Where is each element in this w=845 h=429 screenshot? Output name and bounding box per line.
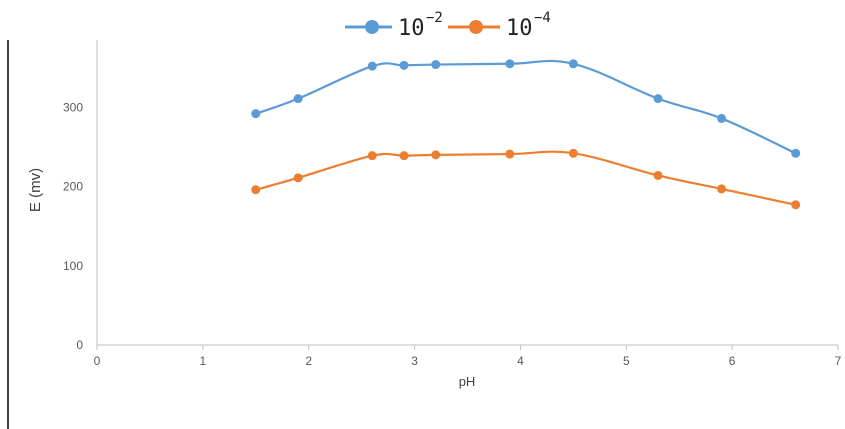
legend-marker-series-1: [365, 20, 379, 34]
y-tick-label: 200: [63, 180, 83, 194]
series-2-point: [791, 200, 801, 210]
series-1-point: [505, 59, 515, 69]
series-2-point: [505, 149, 515, 159]
series-1-point: [791, 148, 801, 158]
legend-item-series-2: 10 −4: [448, 10, 551, 41]
y-axis-title: E (mv): [27, 168, 44, 212]
legend-exponent-series-2: −4: [534, 10, 551, 26]
y-tick-label: 300: [63, 100, 83, 114]
series-1-line: [255, 59, 797, 155]
legend-label-series-1: 10: [398, 16, 425, 41]
x-axis-title: pH: [459, 374, 476, 389]
series-2-point: [717, 184, 727, 194]
legend-item-series-1: 10 −2: [345, 10, 443, 41]
y-tick-labels: 0 100 200 300: [63, 100, 83, 352]
series-2-point: [399, 151, 409, 161]
series-1-point: [399, 60, 409, 70]
series-2-point: [367, 151, 377, 161]
x-tick-label: 0: [94, 354, 101, 368]
y-tick-label: 0: [76, 338, 83, 352]
x-tick-label: 2: [305, 354, 312, 368]
x-tick-label: 7: [835, 354, 842, 368]
legend-exponent-series-1: −2: [426, 10, 443, 26]
x-tick-label: 3: [411, 354, 418, 368]
series-2-point: [568, 148, 578, 158]
series-2-line: [255, 150, 796, 206]
series-1-point: [251, 109, 261, 119]
series-1-point: [431, 60, 441, 70]
series-1: [251, 59, 801, 158]
series-2: [251, 148, 801, 210]
series-1-point: [293, 94, 303, 104]
legend-marker-series-2: [469, 20, 483, 34]
y-tick-label: 100: [63, 259, 83, 273]
x-tick-label: 5: [623, 354, 630, 368]
legend-label-series-2: 10: [506, 16, 533, 41]
series-2-point: [653, 170, 663, 180]
x-tick-label: 4: [517, 354, 524, 368]
series-1-point: [367, 61, 377, 71]
series-2-point: [293, 173, 303, 183]
x-tick-label: 6: [729, 354, 736, 368]
series-2-point: [431, 150, 441, 160]
legend: 10 −2 10 −4: [345, 10, 551, 41]
series-1-point: [653, 94, 663, 104]
series-1-point: [717, 113, 727, 123]
x-tick-labels: 0 1 2 3 4 5 6 7: [94, 345, 842, 368]
series-1-point: [568, 59, 578, 69]
series-layer: [251, 59, 801, 210]
x-tick-label: 1: [200, 354, 207, 368]
series-2-point: [251, 185, 261, 195]
